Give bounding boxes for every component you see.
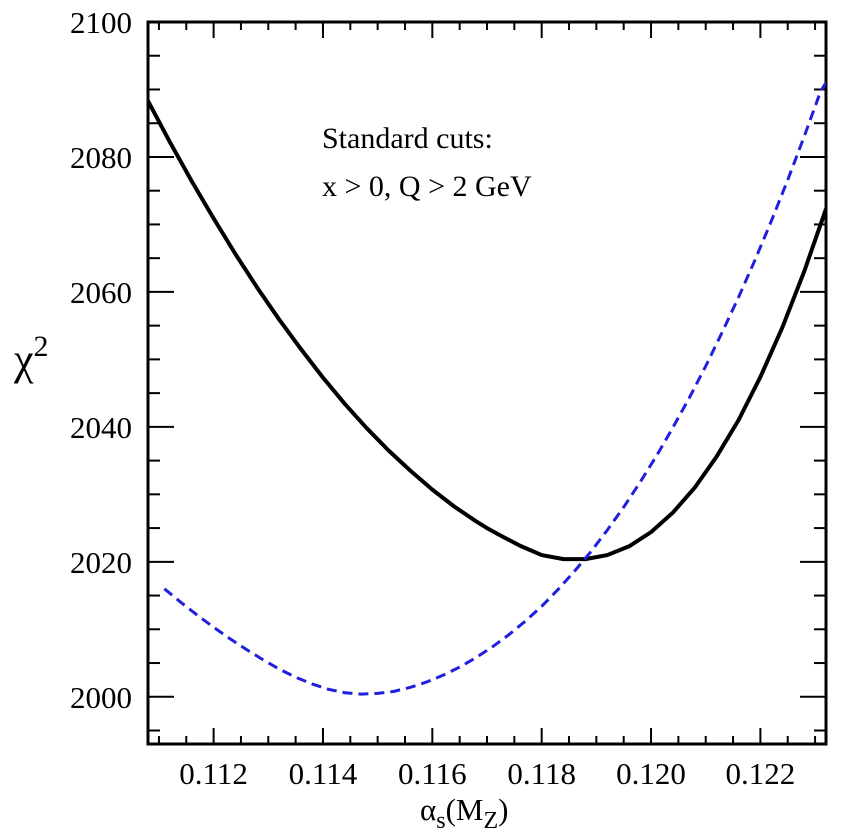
y-tick-label: 2040 [70, 410, 132, 445]
y-tick-label: 2080 [70, 140, 132, 175]
x-tick-label: 0.114 [289, 756, 358, 791]
y-tick-label: 2020 [70, 545, 132, 580]
x-tick-label: 0.118 [507, 756, 576, 791]
x-axis-label: αs(MZ) [420, 792, 508, 834]
x-tick-label: 0.120 [616, 756, 686, 791]
x-tick-labels: 0.112 0.114 0.116 0.118 0.120 0.122 [179, 756, 795, 791]
annotation-line-2: x > 0, Q > 2 GeV [322, 170, 532, 203]
y-tick-labels: 2000 2020 2040 2060 2080 2100 [70, 5, 132, 715]
x-tick-label: 0.122 [726, 756, 796, 791]
x-tick-label: 0.116 [398, 756, 467, 791]
y-tick-label: 2100 [70, 5, 132, 40]
axis-ticks [148, 21, 826, 744]
x-tick-label: 0.112 [179, 756, 248, 791]
annotation-line-1: Standard cuts: [322, 122, 493, 155]
solid-series-line [148, 100, 826, 562]
dashed-series-line [163, 81, 826, 696]
y-tick-label: 2000 [70, 680, 132, 715]
series-group [148, 81, 826, 696]
y-axis-label: χ2 [13, 330, 49, 384]
y-tick-label: 2060 [70, 275, 132, 310]
